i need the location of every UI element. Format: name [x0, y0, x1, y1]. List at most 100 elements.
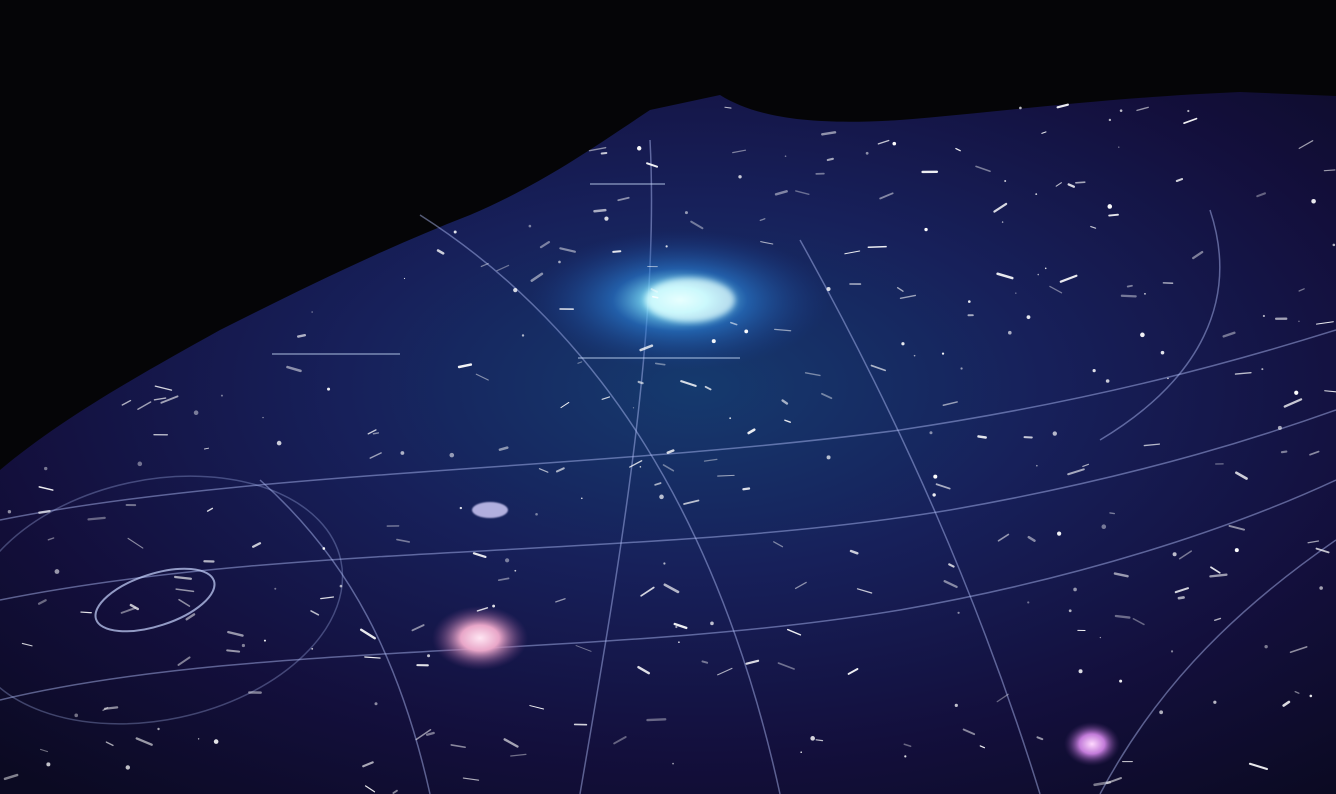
star-streak — [784, 419, 791, 423]
star-streak — [955, 147, 961, 152]
star-streak — [979, 745, 986, 749]
star-dot — [784, 155, 787, 158]
star-streak — [1082, 463, 1090, 468]
orbit-ring — [94, 567, 216, 633]
star-streak — [997, 533, 1010, 542]
star-dot — [941, 352, 945, 355]
star-streak — [1256, 192, 1266, 198]
star-streak — [21, 642, 33, 647]
star-streak — [724, 106, 732, 109]
star-streak — [1067, 183, 1076, 188]
orbit-grid — [0, 139, 1336, 794]
star-streak — [637, 665, 651, 675]
star-streak — [821, 131, 837, 136]
star-streak — [1298, 140, 1314, 150]
star-streak — [673, 622, 688, 630]
star-streak — [593, 208, 607, 213]
star-streak — [226, 649, 241, 653]
star-streak — [362, 761, 374, 768]
star-streak — [1289, 646, 1308, 654]
star-streak — [588, 146, 607, 152]
star-streak — [654, 362, 666, 366]
star-streak — [577, 361, 583, 364]
star-streak — [1209, 573, 1228, 578]
star-streak — [539, 241, 551, 249]
star-streak — [1093, 781, 1112, 787]
star-dot — [400, 451, 405, 455]
star-streak — [411, 624, 425, 632]
star-dot — [632, 407, 635, 409]
star-streak — [120, 607, 137, 614]
star-streak — [640, 586, 655, 597]
galactic-core — [645, 278, 735, 322]
star-dot — [514, 569, 517, 572]
star-dot — [213, 739, 219, 744]
star-streak — [203, 447, 210, 450]
star-dot — [1332, 243, 1336, 247]
star-streak — [1315, 321, 1334, 325]
star-streak — [1282, 700, 1291, 707]
star-streak — [227, 630, 244, 637]
star-streak — [178, 598, 191, 607]
star-dot — [1144, 293, 1146, 295]
small-galaxy — [472, 502, 508, 518]
star-streak — [996, 272, 1014, 280]
star-streak — [559, 247, 576, 253]
star-dot — [7, 510, 12, 514]
star-streak — [1294, 691, 1300, 694]
star-streak — [601, 396, 611, 400]
star-streak — [1298, 288, 1305, 292]
star-streak — [1106, 777, 1122, 785]
star-dot — [44, 466, 48, 471]
star-field — [3, 103, 1336, 794]
star-dot — [672, 762, 674, 765]
star-streak — [704, 385, 712, 391]
star-streak — [503, 738, 519, 748]
star-streak — [364, 785, 376, 793]
star-streak — [1323, 169, 1336, 172]
star-dot — [427, 654, 431, 658]
star-streak — [153, 397, 167, 401]
star-dot — [558, 260, 561, 264]
star-dot — [137, 461, 143, 467]
star-dot — [274, 587, 277, 590]
star-streak — [815, 739, 824, 742]
star-streak — [1210, 566, 1221, 574]
star-streak — [774, 328, 792, 332]
star-streak — [617, 196, 630, 202]
star-dot — [663, 562, 666, 565]
star-streak — [847, 668, 859, 675]
star-streak — [476, 607, 489, 612]
star-streak — [652, 295, 659, 299]
star-dot — [403, 277, 406, 280]
star-streak — [794, 581, 807, 590]
star-dot — [810, 736, 815, 741]
star-streak — [1315, 547, 1330, 554]
star-streak — [1222, 331, 1236, 338]
star-dot — [744, 329, 749, 334]
star-streak — [175, 588, 195, 593]
star-dot — [1140, 332, 1145, 338]
star-streak — [38, 509, 51, 514]
star-dot — [1160, 350, 1165, 355]
star-streak — [650, 288, 658, 293]
star-streak — [1183, 117, 1198, 124]
star-dot — [1078, 669, 1083, 674]
star-streak — [177, 656, 191, 666]
star-dot — [1019, 106, 1022, 110]
map-label-marks — [272, 183, 740, 359]
star-streak — [680, 380, 697, 387]
star-streak — [663, 583, 680, 594]
star-dot — [954, 703, 958, 707]
star-streak — [498, 446, 509, 451]
star-streak — [690, 220, 704, 230]
galaxy-field — [0, 92, 1336, 794]
star-streak — [613, 736, 627, 745]
star-streak — [717, 667, 733, 676]
star-dot — [263, 639, 266, 642]
star-streak — [849, 549, 859, 555]
star-streak — [103, 706, 119, 710]
star-streak — [1075, 181, 1086, 184]
star-dot — [46, 762, 51, 767]
